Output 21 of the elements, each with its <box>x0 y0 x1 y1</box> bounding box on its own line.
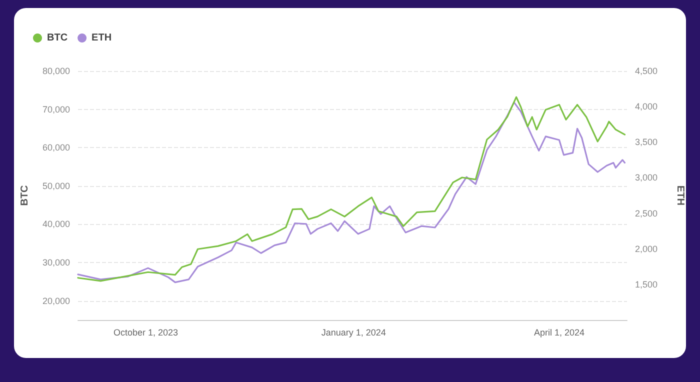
y2-tick-label: 1,500 <box>635 279 658 290</box>
x-tick-label: October 1, 2023 <box>114 328 178 338</box>
y2-tick-label: 2,000 <box>635 244 658 254</box>
y2-tick-label: 3,000 <box>635 172 658 183</box>
y-tick-label: 80,000 <box>42 66 70 76</box>
x-tick-label: January 1, 2024 <box>321 328 386 338</box>
y-tick-label: 30,000 <box>42 258 70 268</box>
y-tick-label: 60,000 <box>42 142 70 153</box>
x-tick-label: April 1, 2024 <box>534 328 584 338</box>
y2-tick-label: 4,000 <box>635 102 658 112</box>
y-tick-label: 70,000 <box>42 104 70 114</box>
y-axis-title: BTC <box>20 185 30 206</box>
y2-axis-title: ETH <box>674 186 686 206</box>
legend-label: ETH <box>92 32 112 44</box>
y-tick-label: 50,000 <box>42 180 70 191</box>
y2-tick-label: 2,500 <box>635 208 658 218</box>
y-tick-label: 20,000 <box>42 296 70 306</box>
legend-label: BTC <box>47 32 68 44</box>
y-tick-label: 40,000 <box>42 219 70 230</box>
y2-tick-label: 4,500 <box>635 66 658 76</box>
y2-tick-label: 3,500 <box>635 137 658 148</box>
